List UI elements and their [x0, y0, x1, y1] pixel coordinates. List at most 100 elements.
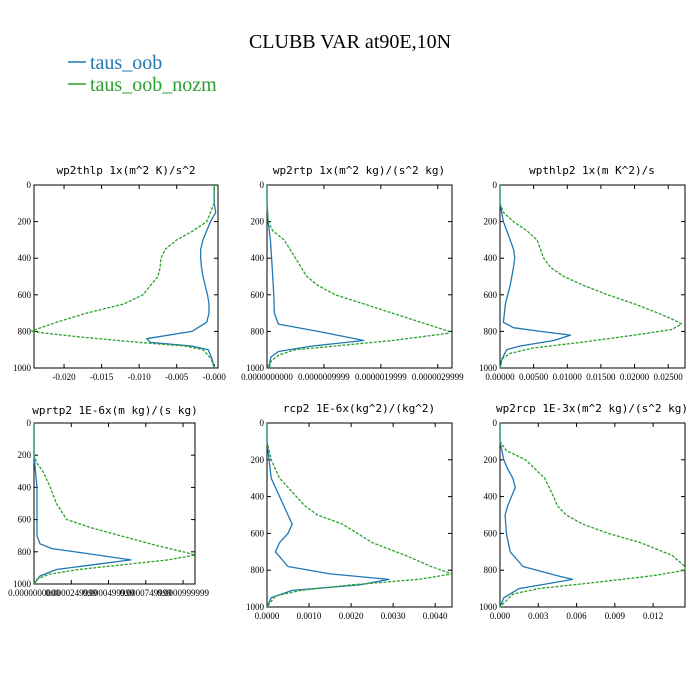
- subplot-grid: wp2thlp 1x(m^2 K)/s^2 0 200 400 600 800 1000 -0…: [8, 164, 688, 621]
- y-tick-label: 0: [493, 418, 498, 428]
- x-tick-label: 0.0040: [423, 611, 448, 621]
- y-tick-label: 1000: [13, 579, 32, 589]
- y-tick-label: 1000: [246, 602, 265, 612]
- y-tick-label: 1000: [479, 602, 498, 612]
- series-line-taus-oob-nozm: [33, 423, 196, 585]
- plot-frame: [266, 422, 453, 608]
- y-tick-label: 200: [251, 217, 265, 227]
- y-tick-label: 800: [484, 326, 498, 336]
- x-tick-label: 0.0000019999: [355, 372, 407, 382]
- plot-frame: [499, 184, 686, 369]
- y-tick-label: 400: [251, 253, 265, 263]
- subplot-title: rcp2 1E-6x(kg^2)/(kg^2): [283, 402, 435, 415]
- x-tick-label: 0.0000000000: [8, 588, 60, 598]
- x-tick-label: -0.010: [128, 372, 152, 382]
- x-tick-label: 0.0020: [339, 611, 364, 621]
- series-line-taus-oob: [266, 185, 365, 368]
- x-tick-label: 0.01500: [586, 372, 616, 382]
- y-tick-label: 200: [18, 217, 32, 227]
- y-tick-label: 1000: [479, 363, 498, 373]
- y-tick-label: 200: [251, 455, 265, 465]
- legend-label-taus-oob: taus_oob: [90, 52, 162, 74]
- y-tick-label: 0: [493, 180, 498, 190]
- subplot-title: wp2rtp 1x(m^2 kg)/(s^2 kg): [273, 164, 445, 177]
- subplot-3: wpthlp2 1x(m K^2)/s020040060080010000.00…: [479, 164, 686, 382]
- y-tick-label: 600: [251, 528, 265, 538]
- x-tick-label: 0.00000: [485, 372, 515, 382]
- subplot-title: wpthlp2 1x(m K^2)/s: [529, 164, 655, 177]
- x-tick-label: 0.006: [566, 611, 587, 621]
- subplot-title: wp2thlp 1x(m^2 K)/s^2: [56, 164, 195, 177]
- x-tick-label: -0.000: [203, 372, 227, 382]
- x-tick-label: 0.02500: [654, 372, 684, 382]
- plot-frame: [499, 422, 686, 608]
- x-tick-label: 0.0000: [255, 611, 280, 621]
- x-tick-label: 0.009: [605, 611, 626, 621]
- y-tick-label: 400: [251, 492, 265, 502]
- x-tick-label: 0.0000009999: [298, 372, 350, 382]
- x-tick-label: 0.000: [490, 611, 511, 621]
- y-tick-label: 0: [260, 418, 265, 428]
- y-tick-label: 0: [27, 418, 32, 428]
- y-tick-label: 1000: [13, 363, 32, 373]
- x-tick-label: 0.0010: [297, 611, 322, 621]
- y-tick-label: 0: [260, 180, 265, 190]
- y-tick-label: 800: [251, 326, 265, 336]
- plot-frame: [266, 184, 453, 369]
- x-tick-label: 0.003: [528, 611, 549, 621]
- x-tick-label: 0.0000029999: [412, 372, 464, 382]
- series-line-taus-oob-nozm: [266, 423, 453, 608]
- x-tick-label: -0.005: [165, 372, 189, 382]
- x-tick-label: -0.015: [90, 372, 114, 382]
- y-tick-label: 600: [18, 515, 32, 525]
- subplot-5: rcp2 1E-6x(kg^2)/(kg^2) 0 200 400 600 800 1000…: [246, 402, 453, 621]
- y-tick-label: 800: [18, 326, 32, 336]
- plot-frame: [33, 184, 219, 369]
- subplot-6: wp2rcp 1E-3x(m^2 kg)/(s^2 kg) 0 200 400 600 8…: [479, 402, 688, 621]
- plot-frame: [33, 422, 196, 585]
- series-line-taus-oob: [146, 185, 217, 369]
- series-line-taus-oob-nozm: [29, 185, 215, 369]
- legend: taus_oob taus_oob_nozm: [68, 52, 217, 96]
- y-tick-label: 400: [18, 253, 32, 263]
- y-tick-label: 0: [27, 180, 32, 190]
- y-tick-label: 1000: [246, 363, 265, 373]
- y-tick-label: 200: [18, 450, 32, 460]
- y-tick-label: 600: [484, 290, 498, 300]
- y-tick-label: 200: [484, 217, 498, 227]
- y-tick-label: 800: [18, 547, 32, 557]
- figure-title: CLUBB VAR at90E,10N: [249, 31, 451, 53]
- y-tick-label: 600: [251, 290, 265, 300]
- series-line-taus-oob: [499, 185, 572, 369]
- subplot-title: wprtp2 1E-6x(m kg)/(s kg): [32, 404, 198, 417]
- x-tick-label: 0.0000999999: [157, 588, 209, 598]
- subplot-4: wprtp2 1E-6x(m kg)/(s kg)0 200 400 600 800 10…: [8, 404, 209, 598]
- series-line-taus-oob-nozm: [499, 185, 683, 369]
- series-line-taus-oob: [33, 423, 132, 585]
- x-tick-label: 0.02000: [620, 372, 650, 382]
- y-tick-label: 400: [484, 253, 498, 263]
- x-tick-label: 0.0000749999: [120, 588, 172, 598]
- subplot-2: wp2rtp 1x(m^2 kg)/(s^2 kg) 0 200 400 600 800 1…: [241, 164, 464, 382]
- x-tick-label: 0.0000000000: [241, 372, 293, 382]
- x-tick-label: 0.0030: [381, 611, 406, 621]
- subplot-1: wp2thlp 1x(m^2 K)/s^2 0 200 400 600 800 1000 -0…: [13, 164, 226, 382]
- x-tick-label: 0.0000499999: [83, 588, 135, 598]
- series-line-taus-oob: [499, 423, 574, 608]
- x-tick-label: 0.00500: [519, 372, 549, 382]
- series-line-taus-oob-nozm: [266, 185, 450, 369]
- y-tick-label: 400: [484, 492, 498, 502]
- y-tick-label: 400: [18, 482, 32, 492]
- x-tick-label: 0.012: [643, 611, 663, 621]
- series-line-taus-oob-nozm: [499, 423, 686, 608]
- legend-label-taus-oob-nozm: taus_oob_nozm: [90, 74, 217, 96]
- subplot-title: wp2rcp 1E-3x(m^2 kg)/(s^2 kg): [496, 402, 688, 415]
- y-tick-label: 200: [484, 455, 498, 465]
- x-tick-label: -0.020: [52, 372, 76, 382]
- y-tick-label: 600: [484, 528, 498, 538]
- x-tick-label: 0.0000249999: [45, 588, 97, 598]
- y-tick-label: 800: [251, 565, 265, 575]
- y-tick-label: 800: [484, 565, 498, 575]
- y-tick-label: 600: [18, 290, 32, 300]
